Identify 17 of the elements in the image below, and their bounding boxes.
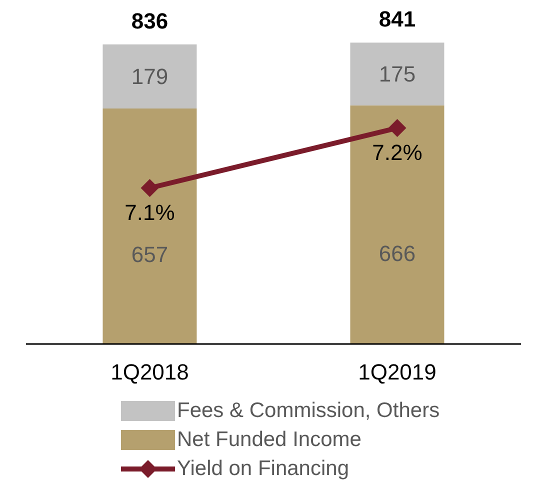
total-label: 841: [378, 6, 416, 32]
legend-label: Net Funded Income: [177, 428, 362, 452]
data-label: 666: [378, 240, 416, 266]
x-tick-label: 1Q2018: [110, 360, 189, 385]
bar: [350, 42, 444, 106]
data-label: 657: [131, 242, 168, 268]
bar: [350, 105, 444, 344]
data-label: 7.1%: [124, 200, 175, 225]
bar: [102, 44, 197, 109]
data-label: 179: [131, 64, 168, 89]
legend-label: Yield on Financing: [177, 456, 349, 480]
x-tick-label: 1Q2019: [358, 360, 436, 385]
total-label: 836: [131, 8, 168, 34]
bar: [102, 108, 197, 344]
data-label: 7.2%: [372, 140, 422, 165]
data-label: 175: [378, 61, 416, 86]
legend-label: Fees & Commission, Others: [177, 398, 440, 422]
